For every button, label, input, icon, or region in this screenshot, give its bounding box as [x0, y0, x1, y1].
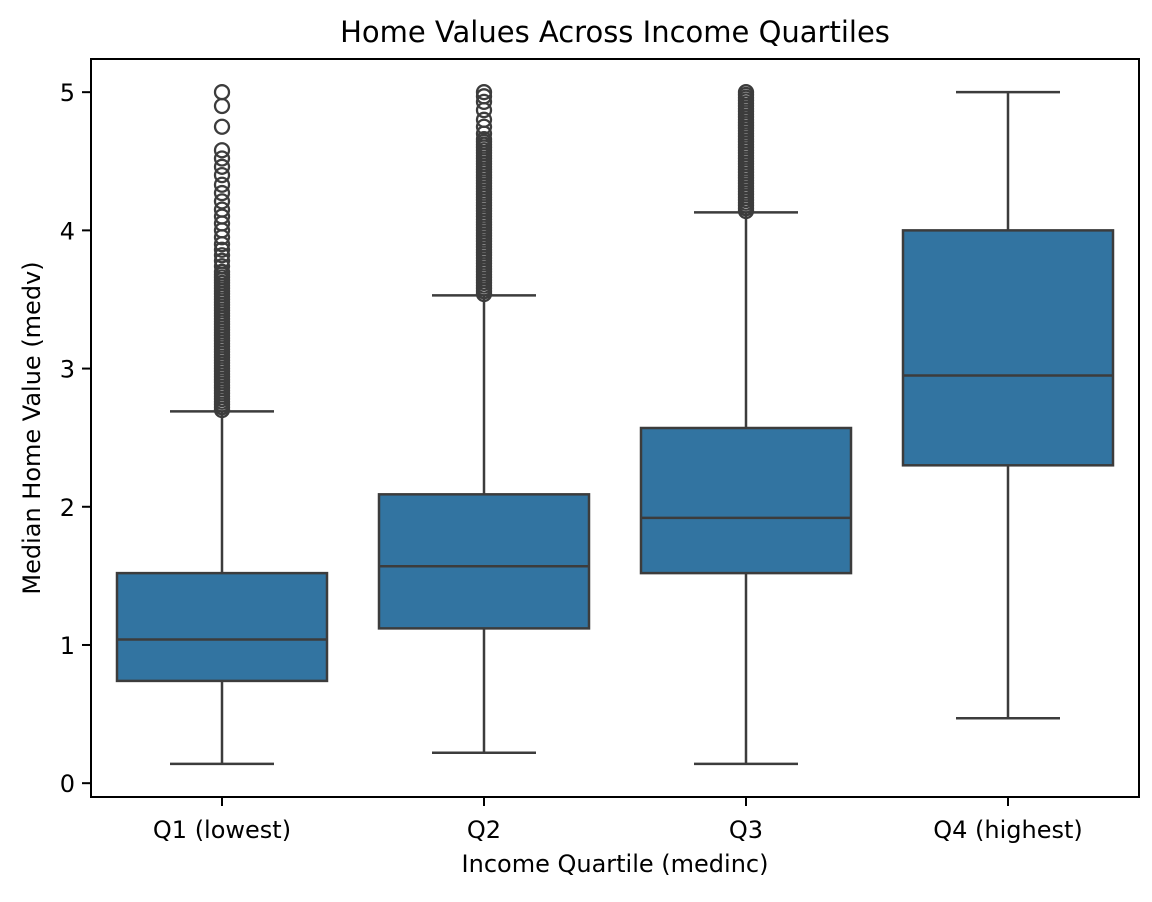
- box-group-q4: [901, 90, 1115, 720]
- box-group-q2: [377, 84, 591, 755]
- x-tick-label-q4: Q4 (highest): [933, 816, 1083, 844]
- outlier-point: [213, 193, 231, 210]
- outlier-point: [213, 247, 231, 264]
- chart-title: Home Values Across Income Quartiles: [340, 15, 890, 49]
- x-axis-label: Income Quartile (medinc): [462, 850, 769, 878]
- outlier-point: [475, 118, 493, 135]
- y-tick-label-4: 4: [60, 217, 75, 245]
- x-tick-label-q1: Q1 (lowest): [153, 816, 291, 844]
- outlier-point: [475, 93, 493, 110]
- outlier-point: [213, 236, 231, 253]
- box-group-q3: [639, 84, 853, 766]
- plot-frame: [90, 58, 1140, 798]
- outlier-point: [213, 401, 231, 419]
- y-tick-label-0: 0: [60, 770, 75, 798]
- outlier-point: [213, 118, 231, 135]
- axes-layer: 0 1 2 3 4 5 Q1 (lowest) Q2 Q3 Q4 (highest): [60, 58, 1140, 844]
- x-tick-label-q2: Q2: [467, 816, 501, 844]
- outlier-point: [213, 184, 231, 202]
- outlier-point: [213, 158, 231, 175]
- y-axis-label: Median Home Value (medv): [18, 261, 46, 594]
- boxes-layer: [115, 84, 1115, 766]
- outlier-point: [213, 142, 231, 159]
- outlier-point: [475, 101, 493, 119]
- y-tick-label-2: 2: [60, 494, 75, 522]
- x-tick-label-q3: Q3: [729, 816, 763, 844]
- outlier-point: [737, 202, 755, 220]
- outlier-point: [213, 176, 231, 193]
- outlier-point: [213, 166, 231, 184]
- iqr-box: [901, 229, 1115, 467]
- outlier-point: [475, 285, 493, 303]
- y-tick-label-5: 5: [60, 79, 75, 107]
- outlier-point: [213, 229, 231, 246]
- box-group-q1: [115, 84, 329, 766]
- y-tick-label-1: 1: [60, 632, 75, 660]
- outlier-point: [213, 150, 231, 167]
- outlier-point: [213, 241, 231, 258]
- iqr-box: [377, 493, 591, 630]
- outlier-point: [213, 97, 231, 115]
- y-tick-label-3: 3: [60, 356, 75, 384]
- iqr-box: [639, 426, 853, 575]
- iqr-box: [115, 571, 329, 683]
- outlier-point: [213, 84, 231, 101]
